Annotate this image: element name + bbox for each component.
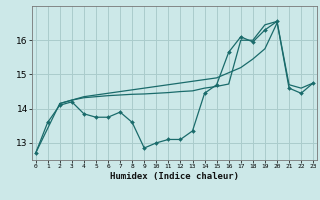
X-axis label: Humidex (Indice chaleur): Humidex (Indice chaleur) [110,172,239,181]
